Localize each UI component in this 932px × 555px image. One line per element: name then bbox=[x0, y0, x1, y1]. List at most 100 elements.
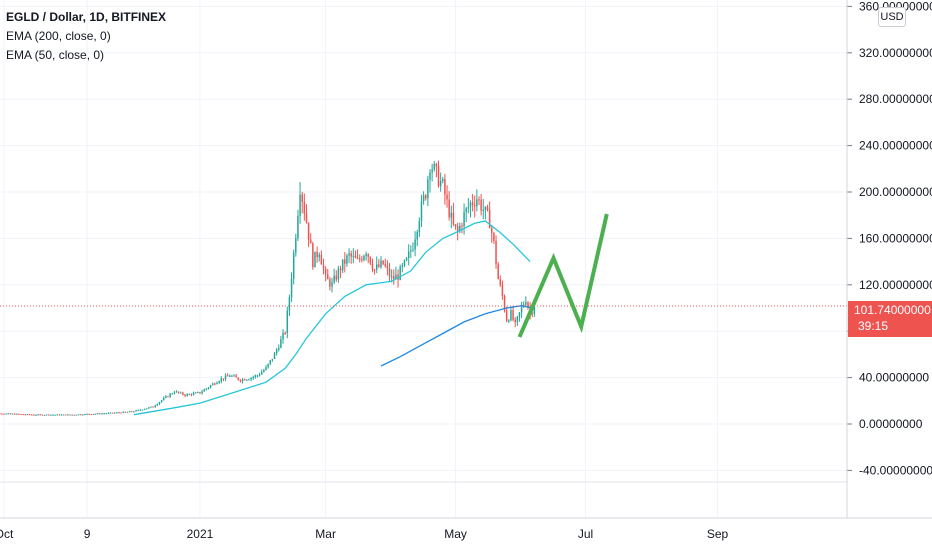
candle-body bbox=[112, 413, 114, 414]
time-axis[interactable]: Oct92021MarMayJulSep bbox=[0, 518, 932, 541]
candle-body bbox=[423, 195, 425, 201]
candle-body bbox=[189, 394, 191, 395]
candle-body bbox=[223, 378, 225, 379]
candle-body bbox=[246, 380, 248, 381]
y-tick-label: 200.00000000 bbox=[859, 185, 932, 199]
candle-body bbox=[483, 210, 485, 211]
candle-body bbox=[182, 393, 184, 395]
candle-body bbox=[293, 253, 295, 279]
candle-body bbox=[3, 414, 5, 415]
candle-body bbox=[431, 170, 433, 173]
candle-body bbox=[272, 359, 274, 360]
last-price-badge: 101.74000000 39:15 bbox=[848, 301, 932, 337]
candle-body bbox=[363, 256, 365, 260]
candle-body bbox=[500, 279, 502, 285]
candle-body bbox=[348, 253, 350, 255]
currency-button[interactable]: USD bbox=[878, 7, 906, 27]
candle-body bbox=[180, 393, 182, 394]
candle-body bbox=[27, 414, 29, 415]
candle-body bbox=[197, 392, 199, 393]
candle-body bbox=[453, 213, 455, 225]
candle-body bbox=[5, 414, 7, 415]
legend: EGLD / Dollar, 1D, BITFINEX EMA (200, cl… bbox=[6, 8, 166, 65]
candle-body bbox=[69, 414, 71, 415]
candle-body bbox=[169, 394, 171, 397]
candle-body bbox=[304, 202, 306, 214]
candle-body bbox=[318, 255, 320, 257]
candle-body bbox=[510, 310, 512, 320]
candle-body bbox=[451, 213, 453, 218]
legend-ema200[interactable]: EMA (200, close, 0) bbox=[6, 27, 166, 46]
candle-body bbox=[519, 312, 521, 316]
candle-body bbox=[310, 240, 312, 244]
candle-body bbox=[274, 353, 276, 359]
candle-body bbox=[29, 414, 31, 415]
candle-body bbox=[10, 413, 12, 414]
candle-body bbox=[142, 410, 144, 411]
candle-body bbox=[116, 412, 118, 413]
candle-body bbox=[231, 376, 233, 377]
candle-body bbox=[506, 310, 508, 321]
candle-body bbox=[133, 411, 135, 412]
candle-body bbox=[342, 259, 344, 270]
candle-body bbox=[291, 279, 293, 298]
candle-body bbox=[421, 201, 423, 221]
candle-body bbox=[59, 414, 61, 415]
candle-body bbox=[84, 414, 86, 415]
y-tick-label: 240.00000000 bbox=[859, 139, 932, 153]
candle-body bbox=[361, 259, 363, 260]
candle-body bbox=[340, 268, 342, 270]
candle-body bbox=[410, 250, 412, 251]
candle-body bbox=[65, 414, 67, 415]
candle-body bbox=[71, 415, 73, 416]
candle-body bbox=[365, 254, 367, 256]
candle-body bbox=[480, 200, 482, 211]
candle-body bbox=[193, 393, 195, 395]
candle-body bbox=[316, 252, 318, 257]
candle-body bbox=[278, 348, 280, 350]
x-tick-label: Mar bbox=[315, 527, 336, 541]
candle-body bbox=[404, 260, 406, 265]
candle-body bbox=[353, 256, 355, 257]
candle-body bbox=[184, 395, 186, 396]
candle-body bbox=[474, 205, 476, 206]
candle-body bbox=[167, 396, 169, 397]
candle-body bbox=[50, 415, 52, 416]
price-axis[interactable]: 360.00000000320.00000000280.00000000240.… bbox=[847, 0, 932, 518]
candle-body bbox=[367, 254, 369, 257]
candle-body bbox=[472, 203, 474, 205]
candle-body bbox=[440, 181, 442, 186]
candle-body bbox=[493, 233, 495, 241]
candle-body bbox=[495, 241, 497, 264]
candle-body bbox=[101, 413, 103, 414]
candle-body bbox=[225, 375, 227, 379]
candle-body bbox=[359, 258, 361, 259]
candle-body bbox=[125, 412, 127, 413]
candle-body bbox=[52, 415, 54, 416]
candle-body bbox=[517, 316, 519, 321]
candle-body bbox=[114, 413, 116, 414]
candle-body bbox=[39, 414, 41, 415]
candle-body bbox=[376, 264, 378, 269]
candle-body bbox=[157, 404, 159, 405]
candle-body bbox=[103, 413, 105, 414]
candle-body bbox=[497, 264, 499, 279]
candle-body bbox=[135, 410, 137, 411]
candle-body bbox=[329, 279, 331, 286]
candle-body bbox=[270, 360, 272, 364]
candle-body bbox=[221, 378, 223, 381]
candle-body bbox=[336, 276, 338, 280]
symbol-title[interactable]: EGLD / Dollar, 1D, BITFINEX bbox=[6, 8, 166, 27]
candle-body bbox=[295, 238, 297, 253]
candle-body bbox=[76, 415, 78, 416]
candle-body bbox=[57, 414, 59, 415]
legend-ema50[interactable]: EMA (50, close, 0) bbox=[6, 46, 166, 65]
candle-body bbox=[448, 199, 450, 217]
candle-body bbox=[465, 208, 467, 212]
candle-body bbox=[252, 377, 254, 378]
candle-body bbox=[463, 212, 465, 226]
candle-body bbox=[152, 407, 154, 408]
candle-body bbox=[355, 256, 357, 258]
